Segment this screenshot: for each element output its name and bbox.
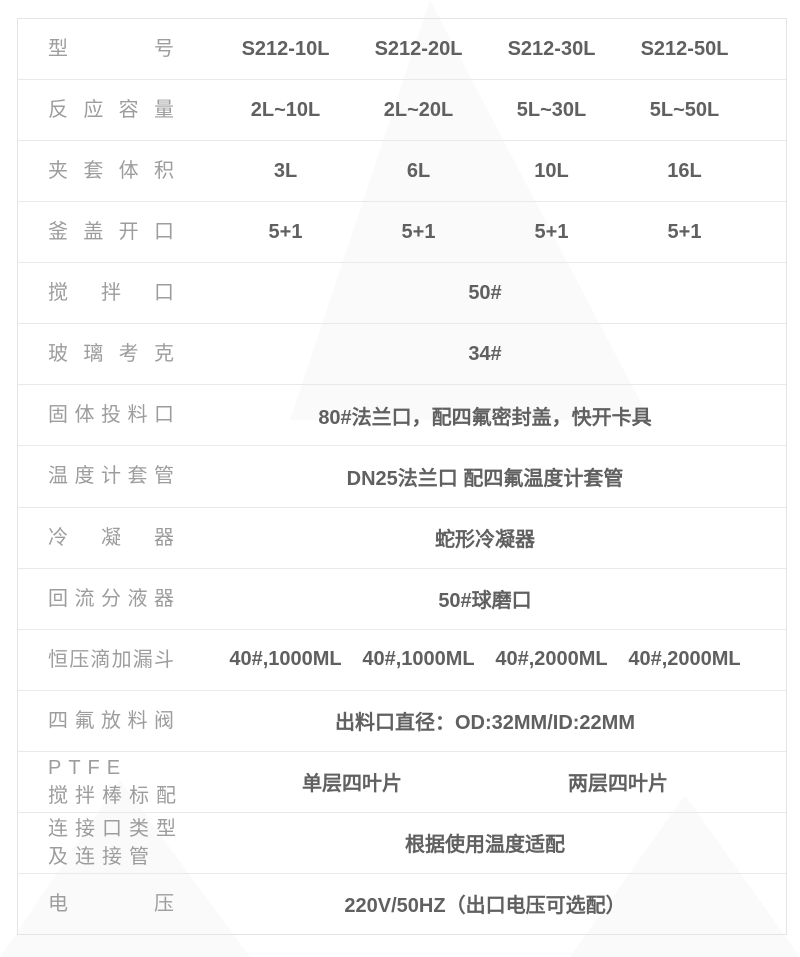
row-label: 釜盖开口 [48,221,174,244]
value-cell-col2: 6L [406,159,431,182]
row-values: 50#球磨口 [174,569,786,629]
row-values: 40#,1000ML 40#,1000ML 40#,2000ML 40#,2000ML [174,630,786,690]
row-values: 80#法兰口，配四氟密封盖，快开卡具 [174,385,786,445]
value-cell-col4: 40#,2000ML [628,648,741,671]
row-values: 2L~10L 2L~20L 5L~30L 5L~50L [174,80,786,140]
value-cell-merged: 蛇形冷凝器 [435,529,535,552]
row-label: 温度计套管 [48,465,174,488]
table-row: 夹套体积 3L 6L 10L 16L [18,141,786,203]
table-row: 固体投料口 80#法兰口，配四氟密封盖，快开卡具 [18,385,786,447]
row-values: S212-10L S212-20L S212-30L S212-50L [174,19,786,79]
value-cell-col2: S212-20L [374,37,463,60]
row-values: 蛇形冷凝器 [174,508,786,568]
table-row: 连接口类型及连接管 根据使用温度适配 [18,813,786,874]
spec-table: 型号 S212-10L S212-20L S212-30L S212-50L 反应容量 2L… [17,18,787,935]
table-row: 温度计套管 DN25法兰口 配四氟温度计套管 [18,446,786,508]
row-label-line: 连接口类型 [48,817,183,840]
value-cell-merged: 220V/50HZ（出口电压可选配） [344,895,626,918]
value-cell-col4: 5L~50L [649,98,720,121]
row-label: PTFE 搅拌棒标配 [48,754,183,810]
value-cell-merged: 80#法兰口，配四氟密封盖，快开卡具 [318,406,652,429]
row-label: 夹套体积 [48,160,174,183]
value-cell-col3: 40#,2000ML [495,648,608,671]
row-label: 固体投料口 [48,404,174,427]
row-label: 玻璃考克 [48,343,174,366]
value-cell-half2: 两层四叶片 [568,773,668,796]
row-label-line: PTFE [48,756,128,779]
value-cell-col3: 10L [534,159,569,182]
table-row: PTFE 搅拌棒标配 单层四叶片 两层四叶片 [18,752,786,813]
value-cell-col2: 2L~20L [383,98,454,121]
value-cell-col3: 5L~30L [516,98,587,121]
value-cell-col1: S212-10L [241,37,330,60]
table-row: 电压 220V/50HZ（出口电压可选配） [18,874,786,934]
value-cell-col1: 5+1 [268,220,303,243]
value-cell-half1: 单层四叶片 [302,773,402,796]
row-values: 5+1 5+1 5+1 5+1 [174,202,786,262]
row-label: 搅拌口 [48,282,174,305]
value-cell-col1: 2L~10L [250,98,321,121]
row-label-line: 及连接管 [48,845,156,868]
row-values: 34# [174,324,786,384]
table-row: 回流分液器 50#球磨口 [18,569,786,630]
value-cell-col4: 5+1 [667,220,702,243]
value-cell-col1: 40#,1000ML [229,648,342,671]
row-label: 反应容量 [48,99,174,122]
row-values: 220V/50HZ（出口电压可选配） [174,874,786,934]
value-cell-col1: 3L [273,159,298,182]
value-cell-col3: 5+1 [534,220,569,243]
value-cell-merged: 34# [468,342,502,365]
table-row: 搅拌口 50# [18,263,786,325]
table-row: 反应容量 2L~10L 2L~20L 5L~30L 5L~50L [18,80,786,142]
value-cell-col3: S212-30L [507,37,596,60]
value-cell-merged: 50# [468,281,502,304]
row-values: 50# [174,263,786,323]
row-label: 冷凝器 [48,526,174,549]
row-label: 连接口类型 及连接管 [48,815,183,871]
row-label: 回流分液器 [48,587,174,610]
value-cell-merged: 出料口直径：OD:32MM/ID:22MM [334,712,635,735]
value-cell-merged: 根据使用温度适配 [405,834,565,857]
row-values: 单层四叶片 两层四叶片 [174,752,786,812]
table-row: 釜盖开口 5+1 5+1 5+1 5+1 [18,202,786,264]
value-cell-col4: S212-50L [640,37,729,60]
row-label: 电压 [48,892,174,915]
table-row: 冷凝器 蛇形冷凝器 [18,508,786,569]
table-row: 恒压滴加漏斗 40#,1000ML 40#,1000ML 40#,2000ML 40#,… [18,630,786,691]
value-cell-col2: 40#,1000ML [362,648,475,671]
row-label: 恒压滴加漏斗 [48,648,174,671]
row-values: 出料口直径：OD:32MM/ID:22MM [174,691,786,751]
table-row: 型号 S212-10L S212-20L S212-30L S212-50L [18,19,786,81]
value-cell-col4: 16L [667,159,702,182]
table-row: 玻璃考克 34# [18,324,786,386]
row-label-line: 搅拌棒标配 [48,784,183,807]
value-cell-merged: 50#球磨口 [438,590,532,613]
row-values: 3L 6L 10L 16L [174,141,786,201]
value-cell-col2: 5+1 [401,220,436,243]
value-cell-merged: DN25法兰口 配四氟温度计套管 [346,467,624,490]
row-label: 四氟放料阀 [48,709,174,732]
row-values: DN25法兰口 配四氟温度计套管 [174,446,786,506]
row-label: 型号 [48,38,174,61]
row-values: 根据使用温度适配 [174,813,786,873]
table-row: 四氟放料阀 出料口直径：OD:32MM/ID:22MM [18,691,786,752]
